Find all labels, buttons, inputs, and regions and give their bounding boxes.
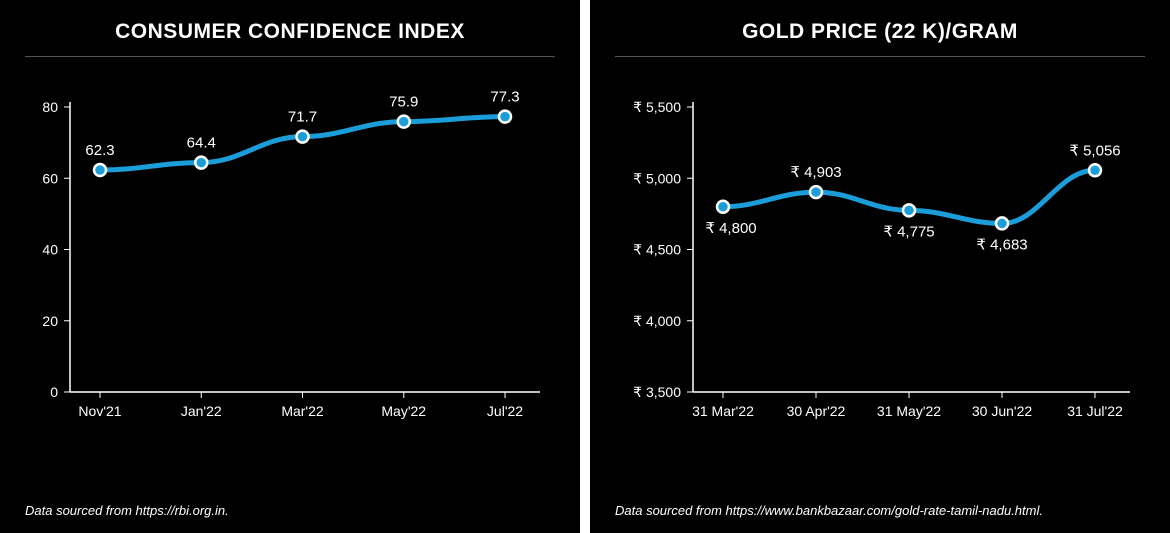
svg-text:₹ 5,500: ₹ 5,500 bbox=[633, 99, 681, 115]
gold-svg: ₹ 3,500 ₹ 4,000 ₹ 4,500 ₹ 5,000 ₹ 5,500 31 Ma… bbox=[615, 67, 1145, 447]
svg-text:₹ 4,000: ₹ 4,000 bbox=[633, 313, 681, 329]
svg-text:20: 20 bbox=[42, 313, 58, 329]
svg-text:40: 40 bbox=[42, 242, 58, 258]
svg-text:Nov'21: Nov'21 bbox=[78, 403, 121, 419]
svg-text:77.3: 77.3 bbox=[490, 89, 519, 106]
svg-text:31 May'22: 31 May'22 bbox=[877, 403, 941, 419]
svg-text:60: 60 bbox=[42, 170, 58, 186]
svg-text:31 Jul'22: 31 Jul'22 bbox=[1067, 403, 1123, 419]
svg-text:₹ 4,903: ₹ 4,903 bbox=[790, 164, 841, 181]
svg-text:Jul'22: Jul'22 bbox=[487, 403, 523, 419]
svg-text:0: 0 bbox=[50, 384, 58, 400]
svg-text:₹ 5,000: ₹ 5,000 bbox=[633, 170, 681, 186]
svg-text:₹ 4,800: ₹ 4,800 bbox=[705, 220, 756, 237]
svg-text:75.9: 75.9 bbox=[389, 94, 418, 111]
cci-title: CONSUMER CONFIDENCE INDEX bbox=[25, 20, 555, 44]
divider bbox=[615, 56, 1145, 57]
gold-panel: GOLD PRICE (22 K)/GRAM ₹ 3,500 ₹ 4,000 ₹ 4… bbox=[590, 0, 1170, 533]
svg-text:Jan'22: Jan'22 bbox=[181, 403, 222, 419]
svg-text:₹ 4,775: ₹ 4,775 bbox=[883, 223, 934, 240]
svg-text:₹ 5,056: ₹ 5,056 bbox=[1069, 142, 1120, 159]
svg-text:71.7: 71.7 bbox=[288, 109, 317, 126]
cci-panel: CONSUMER CONFIDENCE INDEX 0 20 40 60 80 Nov'2… bbox=[0, 0, 580, 533]
svg-text:₹ 4,683: ₹ 4,683 bbox=[976, 236, 1027, 253]
svg-text:Mar'22: Mar'22 bbox=[281, 403, 324, 419]
charts-container: CONSUMER CONFIDENCE INDEX 0 20 40 60 80 Nov'2… bbox=[0, 0, 1170, 533]
svg-text:31 Mar'22: 31 Mar'22 bbox=[692, 403, 754, 419]
gold-chart: ₹ 3,500 ₹ 4,000 ₹ 4,500 ₹ 5,000 ₹ 5,500 31 Ma… bbox=[615, 67, 1145, 495]
svg-text:62.3: 62.3 bbox=[85, 142, 114, 159]
gold-title: GOLD PRICE (22 K)/GRAM bbox=[615, 20, 1145, 44]
cci-source: Data sourced from https://rbi.org.in. bbox=[25, 503, 555, 518]
svg-text:30 Apr'22: 30 Apr'22 bbox=[787, 403, 846, 419]
svg-text:₹ 3,500: ₹ 3,500 bbox=[633, 384, 681, 400]
svg-text:₹ 4,500: ₹ 4,500 bbox=[633, 242, 681, 258]
svg-text:30 Jun'22: 30 Jun'22 bbox=[972, 403, 1032, 419]
cci-chart: 0 20 40 60 80 Nov'21 Jan'22 Mar'22 May'22 Jul'22 6… bbox=[25, 67, 555, 495]
svg-text:80: 80 bbox=[42, 99, 58, 115]
divider bbox=[25, 56, 555, 57]
cci-svg: 0 20 40 60 80 Nov'21 Jan'22 Mar'22 May'22 Jul'22 6… bbox=[25, 67, 555, 447]
gold-source: Data sourced from https://www.bankbazaar… bbox=[615, 503, 1145, 518]
svg-text:May'22: May'22 bbox=[381, 403, 426, 419]
svg-text:64.4: 64.4 bbox=[187, 135, 216, 152]
